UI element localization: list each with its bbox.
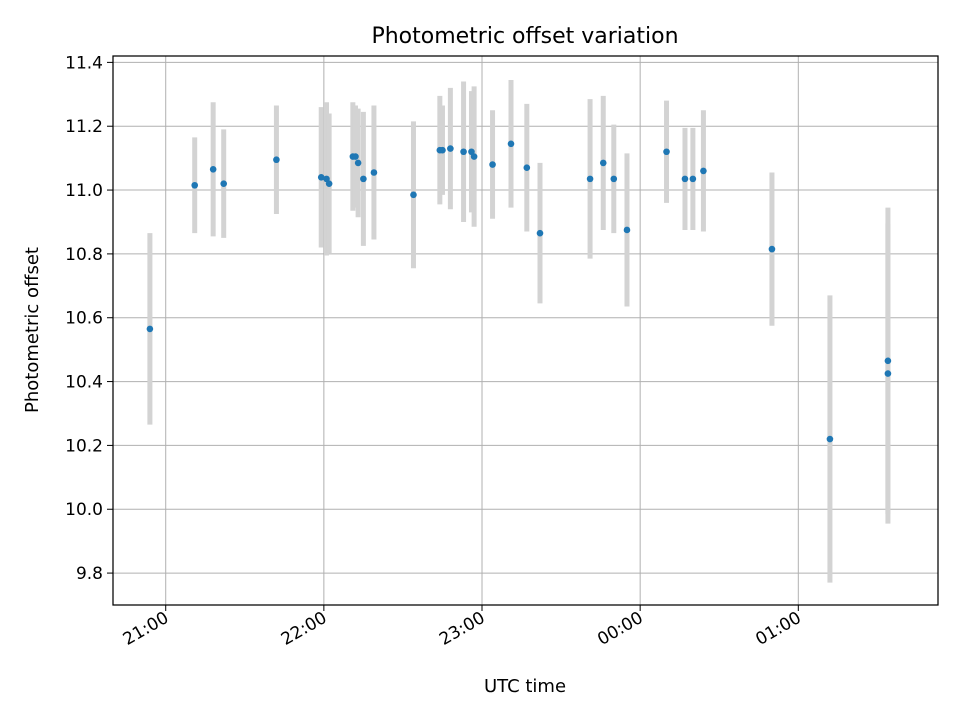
data-point xyxy=(354,159,362,167)
data-point xyxy=(523,164,531,172)
plot-frame xyxy=(112,55,939,606)
data-point xyxy=(209,166,217,173)
data-point xyxy=(220,180,228,187)
data-point xyxy=(536,229,544,237)
data-point xyxy=(447,145,454,152)
data-point xyxy=(352,153,359,160)
data-point xyxy=(360,175,367,183)
y-tick-label: 11.2 xyxy=(65,117,103,137)
x-tick-label: 21:00 xyxy=(120,608,172,650)
data-point xyxy=(489,161,496,168)
data-point xyxy=(768,245,776,253)
x-tick-label: 23:00 xyxy=(436,608,488,650)
data-point xyxy=(689,175,697,183)
chart-title: Photometric offset variation xyxy=(371,24,678,49)
data-point xyxy=(586,175,594,183)
data-point xyxy=(410,191,417,199)
y-tick-label: 9.8 xyxy=(76,564,103,584)
x-axis-label: UTC time xyxy=(484,676,566,697)
data-point xyxy=(470,153,478,160)
data-point xyxy=(700,167,707,175)
y-tick-label: 10.6 xyxy=(65,309,103,329)
data-point xyxy=(146,325,154,333)
x-tick-label: 01:00 xyxy=(752,608,804,650)
y-tick-label: 10.0 xyxy=(65,500,103,520)
y-tick-label: 10.4 xyxy=(65,373,103,393)
data-point xyxy=(623,226,631,234)
y-axis-label: Photometric offset xyxy=(22,247,43,413)
error-bars xyxy=(147,79,891,583)
data-points xyxy=(146,140,892,443)
data-point xyxy=(610,175,618,183)
data-point xyxy=(599,159,607,167)
data-point xyxy=(826,435,834,443)
data-point xyxy=(370,169,378,176)
data-point xyxy=(681,175,689,183)
x-tick-label: 00:00 xyxy=(594,608,646,650)
data-point xyxy=(439,146,446,154)
data-point xyxy=(663,148,670,156)
data-point xyxy=(317,173,325,181)
y-tick-label: 11.0 xyxy=(65,181,103,201)
data-point xyxy=(884,357,892,365)
data-point xyxy=(460,148,467,156)
data-point xyxy=(191,181,199,189)
data-point xyxy=(325,180,333,187)
y-tick-label: 10.8 xyxy=(65,245,103,265)
y-tick-label: 10.2 xyxy=(65,436,103,456)
data-point xyxy=(273,156,280,164)
data-point xyxy=(884,370,892,377)
y-tick-label: 11.4 xyxy=(65,53,103,73)
x-tick-label: 22:00 xyxy=(278,608,330,650)
data-point xyxy=(507,140,515,148)
